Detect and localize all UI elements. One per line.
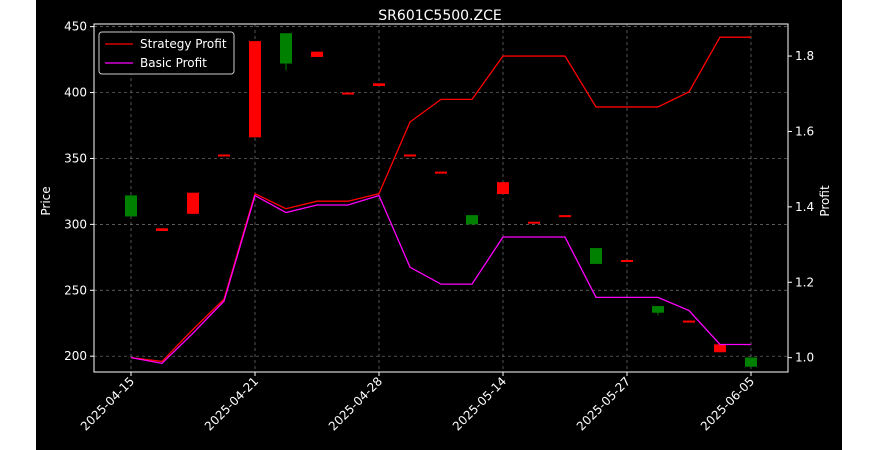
y-tick-label: 450 [64,20,87,34]
plot-frame [93,23,789,373]
candle-body [466,215,478,225]
candle-body [621,259,633,262]
candle-body [714,344,726,353]
candle-body [342,92,354,95]
candle-body [187,192,199,214]
candle-body [559,215,571,218]
profit-lines [130,36,751,365]
y2-tick-label: 1.2 [795,275,814,289]
candle-body [435,171,447,174]
chart-figure: 200 250 300 350 400 450 1.0 1.2 1.4 1.6 1.8 2025-04… [36,0,842,450]
x-tick-label: 2025-04-21 [202,374,261,433]
candle-body [497,182,509,195]
y2-tick-label: 1.0 [795,351,814,365]
y-tick-label: 200 [64,349,87,363]
candles [125,33,757,367]
y2-tick-label: 1.6 [795,124,814,138]
y-tick-label: 250 [64,283,87,297]
candle-body [280,33,292,64]
grid [94,24,788,372]
axes: 200 250 300 350 400 450 1.0 1.2 1.4 1.6 1.8 2025-04… [64,20,814,434]
candle-body [218,154,230,157]
candle-body [528,221,540,224]
legend: Strategy Profit Basic Profit [98,31,235,75]
candle-body [125,195,137,217]
y2-axis-label: Profit [818,185,832,217]
chart-title: SR601C5500.ZCE [378,8,501,24]
candle-body [683,320,695,323]
candle-body [156,228,168,231]
candle-body [745,357,757,367]
candle-body [590,248,602,264]
x-tick-label: 2025-05-14 [450,374,509,433]
legend-label-basic: Basic Profit [140,56,207,70]
x-tick-label: 2025-05-27 [574,374,633,433]
chart-svg: 200 250 300 350 400 450 1.0 1.2 1.4 1.6 1.8 2025-04… [39,8,832,434]
y2-tick-label: 1.4 [795,200,814,214]
candle-body [249,41,261,138]
y-tick-label: 300 [64,217,87,231]
candle-body [404,154,416,157]
x-tick-label: 2025-04-28 [326,374,385,433]
candle-body [373,83,385,86]
y-tick-label: 350 [64,151,87,165]
candle-body [311,51,323,57]
series-line-basic-profit [130,194,751,365]
y2-tick-label: 1.8 [795,49,814,63]
x-tick-label: 2025-06-05 [698,374,757,433]
candle-body [652,306,664,313]
legend-label-strategy: Strategy Profit [140,37,227,51]
y-axis-label: Price [39,186,53,215]
y-tick-label: 400 [64,86,87,100]
x-tick-label: 2025-04-15 [78,374,137,433]
